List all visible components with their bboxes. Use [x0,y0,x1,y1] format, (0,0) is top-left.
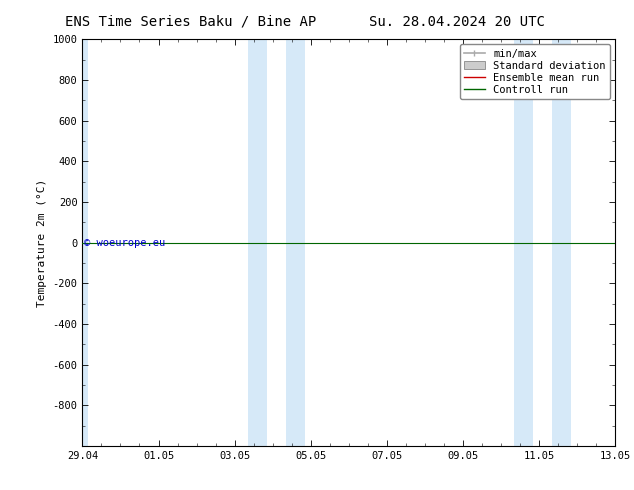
Text: © woeurope.eu: © woeurope.eu [84,239,165,248]
Bar [248,39,267,446]
Bar [77,39,88,446]
Y-axis label: Temperature 2m (°C): Temperature 2m (°C) [37,178,47,307]
Text: Su. 28.04.2024 20 UTC: Su. 28.04.2024 20 UTC [368,15,545,29]
Bar [514,39,533,446]
Legend: min/max, Standard deviation, Ensemble mean run, Controll run: min/max, Standard deviation, Ensemble me… [460,45,610,99]
Bar [286,39,305,446]
Text: ENS Time Series Baku / Bine AP: ENS Time Series Baku / Bine AP [65,15,316,29]
Bar [552,39,571,446]
